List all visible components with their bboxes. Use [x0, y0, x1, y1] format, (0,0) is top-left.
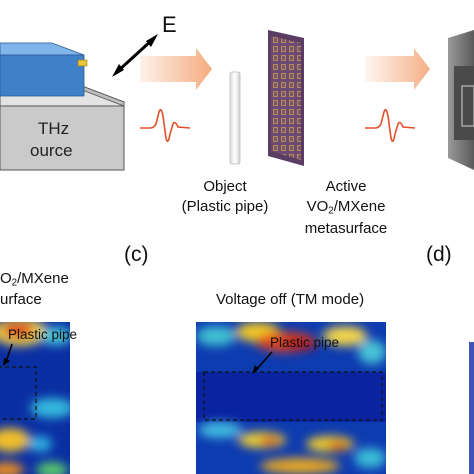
center-heatmap [196, 322, 386, 474]
left-partial-title-2: urface [0, 291, 42, 308]
source-box-front [0, 105, 125, 171]
thz-pulse-2 [365, 108, 416, 142]
panel-d-label: (d) [426, 243, 452, 266]
metasurface [268, 30, 304, 166]
right-heatmap-edge [469, 342, 474, 474]
center-pipe-pointer [255, 351, 273, 371]
object-label-2: (Plastic pipe) [181, 198, 269, 215]
source-label-1: THz [38, 119, 70, 138]
emitter-front [0, 54, 85, 97]
center-pipe-region [203, 371, 383, 421]
panel-c-label: (c) [124, 243, 149, 266]
thz-beam-1 [140, 48, 212, 90]
emitter-top [0, 42, 85, 56]
detector [448, 30, 474, 170]
source-label-2: ource [30, 141, 73, 160]
center-title: Voltage off (TM mode) [215, 291, 365, 308]
metasurface-label-1: Active [325, 178, 367, 195]
e-field-label: E [162, 12, 177, 37]
thz-beam-2 [365, 48, 430, 90]
left-pipe-region [0, 366, 37, 420]
metasurface-label-2: VO2/MXene [306, 198, 386, 217]
thz-source [0, 42, 125, 171]
e-field-arrow [112, 34, 158, 77]
metasurface-label-3: metasurface [304, 220, 388, 237]
left-partial-title-1: O2/MXene [0, 270, 69, 289]
left-pipe-pointer [5, 343, 13, 363]
center-pipe-annotation: Plastic pipe [270, 335, 340, 350]
emitter-contact [77, 59, 88, 67]
plastic-pipe-object [229, 71, 241, 165]
thz-pulse-1 [140, 108, 191, 142]
object-label-1: Object [203, 178, 247, 195]
left-pipe-annotation: Plastic pipe [8, 327, 78, 342]
